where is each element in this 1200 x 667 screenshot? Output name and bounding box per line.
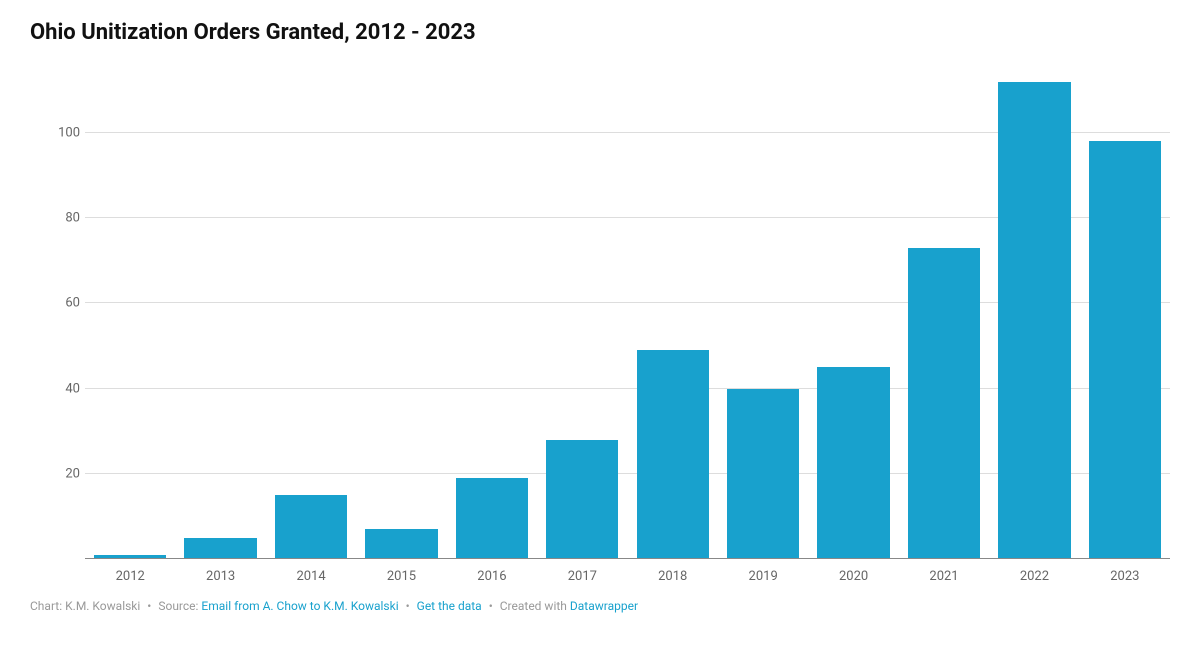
y-tick-label: 100 [30, 125, 80, 140]
footer-chart-by-label: Chart: [30, 599, 65, 613]
y-tick-label: 20 [30, 466, 80, 481]
x-tick-label: 2018 [628, 563, 718, 589]
x-tick-label: 2017 [537, 563, 627, 589]
x-tick-label: 2013 [175, 563, 265, 589]
bar-slot [628, 69, 718, 559]
x-tick-label: 2014 [266, 563, 356, 589]
bar-slot [1080, 69, 1170, 559]
bar-slot [989, 69, 1079, 559]
x-tick-label: 2021 [899, 563, 989, 589]
footer-sep: • [489, 599, 493, 613]
bar[interactable] [184, 538, 256, 559]
chart-footer: Chart: K.M. Kowalski • Source: Email fro… [30, 599, 1170, 613]
footer-sep: • [406, 599, 410, 613]
bar[interactable] [275, 495, 347, 559]
x-tick-label: 2012 [85, 563, 175, 589]
bar[interactable] [365, 529, 437, 559]
chart-area: 20 40 60 80 100 2012201320142015201620172018… [30, 59, 1170, 589]
bar[interactable] [908, 248, 980, 559]
footer-created-with-label: Created with [500, 599, 570, 613]
bar-slot [447, 69, 537, 559]
x-tick-label: 2023 [1080, 563, 1170, 589]
bar[interactable] [998, 82, 1070, 559]
y-tick-label: 80 [30, 211, 80, 226]
x-tick-label: 2015 [356, 563, 446, 589]
footer-source-link[interactable]: Email from A. Chow to K.M. Kowalski [201, 599, 398, 613]
chart-container: Ohio Unitization Orders Granted, 2012 - … [0, 0, 1200, 667]
y-tick-label: 60 [30, 296, 80, 311]
bar[interactable] [456, 478, 528, 559]
bar-slot [356, 69, 446, 559]
x-tick-label: 2022 [989, 563, 1079, 589]
footer-source-label: Source: [158, 599, 201, 613]
footer-get-data-link[interactable]: Get the data [417, 599, 482, 613]
bar[interactable] [817, 367, 889, 559]
bar[interactable] [546, 440, 618, 559]
chart-title: Ohio Unitization Orders Granted, 2012 - … [30, 20, 1170, 45]
plot-area [85, 69, 1170, 559]
footer-chart-by: K.M. Kowalski [65, 599, 140, 613]
x-tick-label: 2020 [808, 563, 898, 589]
bar-slot [266, 69, 356, 559]
bar[interactable] [727, 389, 799, 559]
bar-slot [175, 69, 265, 559]
x-tick-label: 2019 [718, 563, 808, 589]
x-axis-labels: 2012201320142015201620172018201920202021… [85, 563, 1170, 589]
bar[interactable] [637, 350, 709, 559]
bar-slot [808, 69, 898, 559]
bar[interactable] [1089, 141, 1161, 559]
footer-sep: • [147, 599, 151, 613]
x-tick-label: 2016 [447, 563, 537, 589]
footer-created-with-link[interactable]: Datawrapper [570, 599, 638, 613]
bar-slot [537, 69, 627, 559]
bar-slot [85, 69, 175, 559]
bar-slot [718, 69, 808, 559]
x-axis-baseline [85, 558, 1170, 559]
bars-group [85, 69, 1170, 559]
bar-slot [899, 69, 989, 559]
y-tick-label: 40 [30, 381, 80, 396]
